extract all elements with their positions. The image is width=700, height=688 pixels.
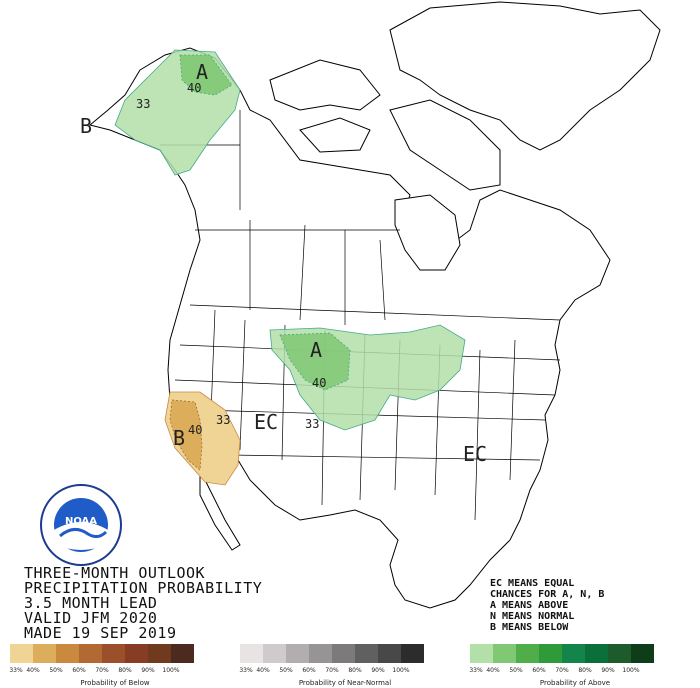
near-normal-swatch: [355, 644, 378, 663]
below-swatch: [56, 644, 79, 663]
colorbar-above-ticks: 33% 40% 50% 60% 70% 80% 90% 100%: [469, 667, 654, 677]
below-tick-label: 40%: [26, 667, 40, 674]
legend-line-3: A MEANS ABOVE: [490, 600, 569, 611]
near-normal-swatch: [286, 644, 309, 663]
plains-40-label: 40: [312, 376, 327, 390]
logo-text: NOAA: [65, 516, 97, 527]
above-tick-label: 60%: [532, 667, 546, 674]
north-america-map: [88, 1, 661, 609]
continent-outline: [88, 47, 611, 609]
above-tick-label: 70%: [555, 667, 569, 674]
near-normal-tick-label: 90%: [371, 667, 385, 674]
above-swatch: [516, 644, 539, 663]
noaa-logo: NOAA: [40, 484, 122, 566]
above-swatch: [585, 644, 608, 663]
california-33-label: 33: [216, 413, 231, 427]
below-tick-label: 90%: [141, 667, 155, 674]
near-normal-swatch: [332, 644, 355, 663]
above-swatch: [562, 644, 585, 663]
below-swatch: [148, 644, 171, 663]
legend-line-1: EC MEANS EQUAL: [490, 578, 575, 589]
alaska-above-label: A: [196, 60, 209, 84]
baja-outline: [199, 469, 241, 551]
land-outlines: [88, 1, 661, 609]
above-swatch: [470, 644, 493, 663]
california-below-label: B: [173, 426, 186, 450]
near-normal-tick-label: 60%: [302, 667, 316, 674]
below-swatch: [33, 644, 56, 663]
greenland-outline: [389, 1, 661, 151]
title-line-3: 3.5 MONTH LEAD: [24, 594, 158, 612]
near-normal-tick-label: 40%: [256, 667, 270, 674]
above-plains: [269, 324, 466, 431]
below-swatch: [171, 644, 194, 663]
colorbar-near-normal-title: Probability of Near-Normal: [298, 679, 392, 687]
below-swatch: [102, 644, 125, 663]
plains-above-label: A: [310, 338, 323, 362]
colorbar-above-title: Probability of Above: [539, 679, 611, 687]
arctic-island-2: [299, 117, 371, 153]
below-swatch: [125, 644, 148, 663]
colorbar-below-title: Probability of Below: [80, 679, 150, 687]
below-tick-label: 100%: [162, 667, 180, 674]
near-normal-tick-label: 33%: [239, 667, 253, 674]
title-line-1: THREE-MONTH OUTLOOK: [24, 564, 206, 582]
legend-line-2: CHANCES FOR A, N, B: [490, 589, 605, 600]
arctic-islands-outline: [269, 59, 381, 111]
colorbar-near-normal-ticks: 33% 40% 50% 60% 70% 80% 90% 100%: [239, 667, 424, 677]
below-swatch: [10, 644, 33, 663]
outlook-title-block: THREE-MONTH OUTLOOK PRECIPITATION PROBAB…: [24, 566, 262, 641]
above-alaska: [114, 49, 241, 176]
legend-explanation: EC MEANS EQUAL CHANCES FOR A, N, B A MEA…: [490, 578, 604, 633]
california-40-label: 40: [188, 423, 203, 437]
central-33-label: 33: [305, 417, 320, 431]
below-tick-label: 70%: [95, 667, 109, 674]
above-tick-label: 100%: [622, 667, 640, 674]
alaska-33-label: 33: [136, 97, 151, 111]
legend-line-4: N MEANS NORMAL: [490, 611, 575, 622]
below-california: [164, 391, 241, 486]
legend-line-5: B MEANS BELOW: [490, 622, 569, 633]
above-tick-label: 90%: [601, 667, 615, 674]
near-normal-swatch: [309, 644, 332, 663]
near-normal-tick-label: 70%: [325, 667, 339, 674]
below-tick-label: 33%: [9, 667, 23, 674]
above-tick-label: 80%: [578, 667, 592, 674]
near-normal-swatch: [401, 644, 424, 663]
near-normal-swatch: [240, 644, 263, 663]
above-swatch: [631, 644, 654, 663]
below-tick-label: 50%: [49, 667, 63, 674]
title-line-5: MADE 19 SEP 2019: [24, 624, 177, 642]
above-tick-label: 33%: [469, 667, 483, 674]
above-swatch: [493, 644, 516, 663]
above-swatch: [608, 644, 631, 663]
colorbar-below-ticks: 33% 40% 50% 60% 70% 80% 90% 100%: [9, 667, 194, 677]
hudson-bay-outline: [394, 194, 461, 271]
near-normal-tick-label: 80%: [348, 667, 362, 674]
title-line-2: PRECIPITATION PROBABILITY: [24, 579, 263, 597]
title-line-4: VALID JFM 2020: [24, 609, 158, 627]
alaska-40-label: 40: [187, 81, 202, 95]
alaska-below-label: B: [80, 114, 93, 138]
near-normal-tick-label: 50%: [279, 667, 293, 674]
ec-east-label: EC: [463, 442, 488, 466]
above-tick-label: 40%: [486, 667, 500, 674]
below-swatch: [79, 644, 102, 663]
above-swatch: [539, 644, 562, 663]
ec-west-label: EC: [254, 410, 279, 434]
below-tick-label: 60%: [72, 667, 86, 674]
colorbar-below: [10, 644, 194, 663]
near-normal-swatch: [263, 644, 286, 663]
colorbar-near-normal: [240, 644, 424, 663]
above-tick-label: 50%: [509, 667, 523, 674]
near-normal-tick-label: 100%: [392, 667, 410, 674]
colorbar-above: [470, 644, 654, 663]
near-normal-swatch: [378, 644, 401, 663]
below-tick-label: 80%: [118, 667, 132, 674]
baffin-island-outline: [389, 99, 501, 191]
